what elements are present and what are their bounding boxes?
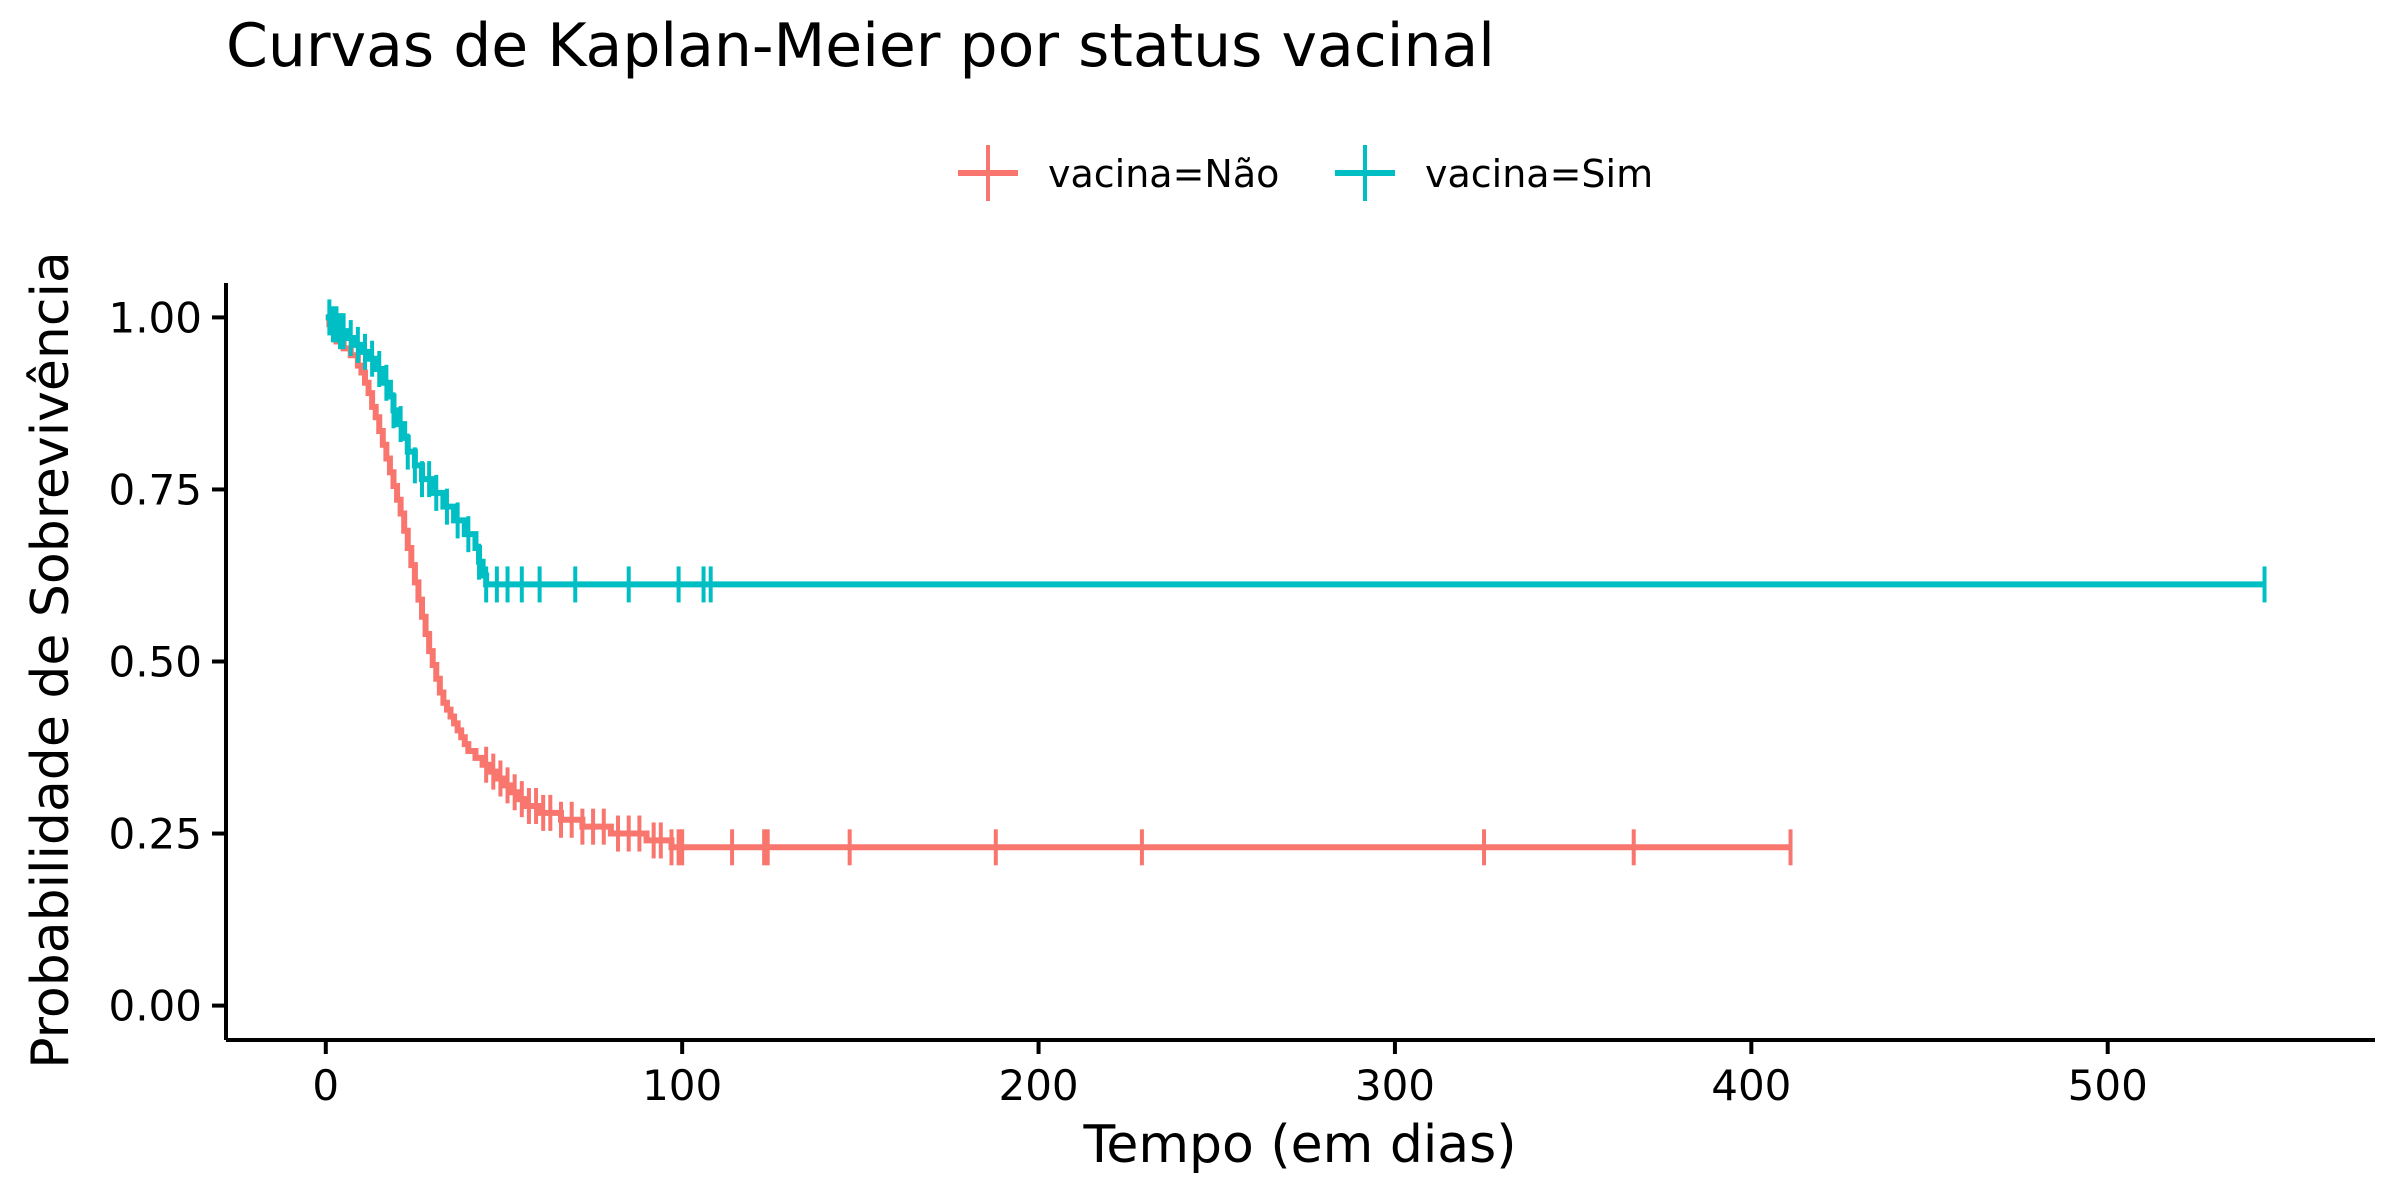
x-tick-label: 0 [312, 1061, 339, 1110]
x-axis-label: Tempo (em dias) [1082, 1115, 1516, 1175]
legend-item: vacina=Sim [1335, 145, 1653, 201]
y-ticks: 0.00 0.25 0.50 0.75 1.00 [108, 293, 226, 1031]
legend-item: vacina=Não [958, 145, 1279, 201]
y-tick-label: 0.75 [108, 465, 202, 514]
legend: vacina=Não vacina=Sim [958, 145, 1653, 201]
survival-curve [325, 314, 2265, 588]
y-axis-label: Probabilidade de Sobrevivência [21, 251, 81, 1069]
x-tick-label: 500 [2068, 1061, 2148, 1110]
chart-title: Curvas de Kaplan-Meier por status vacina… [226, 11, 1495, 81]
x-tick-label: 300 [1355, 1061, 1435, 1110]
axes: 0 100 200 300 400 500 0.00 0.25 0.50 0.75 1.00 [108, 283, 2375, 1110]
plot-marks [325, 299, 2267, 866]
x-tick-label: 200 [998, 1061, 1078, 1110]
legend-label: vacina=Não [1048, 152, 1279, 196]
x-tick-label: 400 [1711, 1061, 1791, 1110]
x-tick-label: 100 [642, 1061, 722, 1110]
survival-curve [325, 314, 1791, 851]
x-ticks: 0 100 200 300 400 500 [312, 1040, 2148, 1110]
series-1 [325, 314, 1793, 866]
y-tick-label: 1.00 [108, 293, 202, 342]
legend-label: vacina=Sim [1425, 152, 1653, 196]
y-tick-label: 0.25 [108, 810, 202, 859]
series-2 [325, 299, 2267, 603]
y-tick-label: 0.00 [108, 982, 202, 1031]
y-tick-label: 0.50 [108, 638, 202, 687]
